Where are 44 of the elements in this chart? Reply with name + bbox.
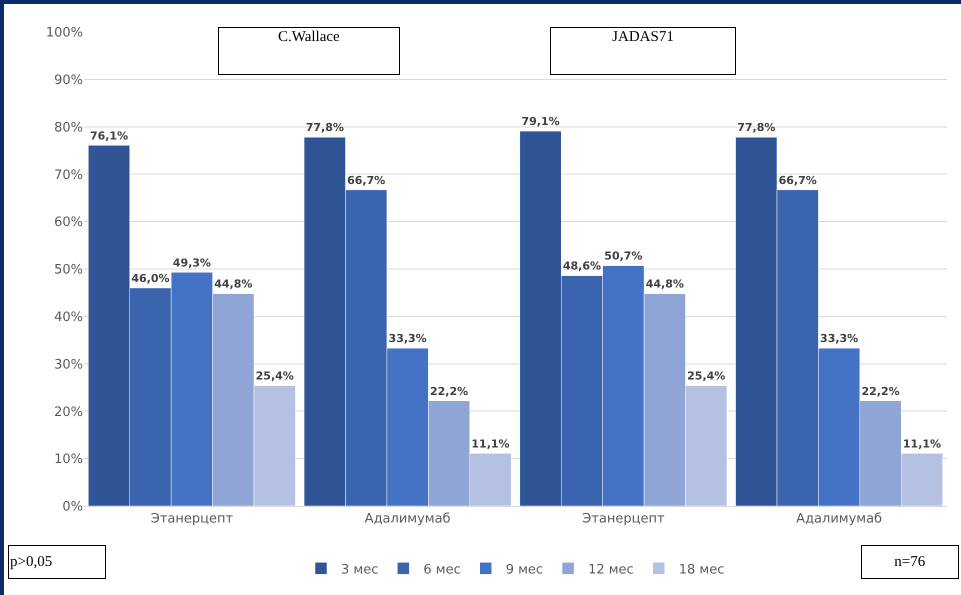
legend-label: 9 мес <box>506 562 544 578</box>
legend-label: 6 мес <box>423 562 461 578</box>
y-tick-label: 90% <box>54 72 83 88</box>
data-label: 44,8% <box>646 278 684 291</box>
data-label: 79,1% <box>521 115 560 128</box>
y-tick-label: 50% <box>54 262 83 278</box>
legend-label: 18 мес <box>678 562 724 578</box>
data-label: 33,3% <box>388 332 427 346</box>
y-tick-label: 70% <box>54 168 83 183</box>
text: n=76 <box>894 554 926 570</box>
data-label: 33,3% <box>820 332 858 346</box>
annotation: C.Wallace <box>278 29 340 45</box>
data-label: 11,1% <box>902 437 942 450</box>
y-tick-label: 60% <box>54 215 83 230</box>
data-label: 46,0% <box>131 272 170 285</box>
annotation: JADAS71 <box>612 29 674 45</box>
y-tick-label: 10% <box>54 452 83 468</box>
data-label: 22,2% <box>861 384 900 398</box>
text: p>0,05 <box>10 554 52 570</box>
data-label: 77,8% <box>306 121 344 134</box>
data-label: 25,4% <box>687 370 726 383</box>
legend-label: 12 мес <box>588 562 634 578</box>
y-tick-label: 30% <box>54 357 83 372</box>
data-label: 66,7% <box>347 174 386 187</box>
data-label: 66,7% <box>778 174 817 187</box>
x-tick-label: Этанерцепт <box>582 512 665 527</box>
data-label: 49,3% <box>172 256 211 270</box>
data-label: 50,7% <box>604 250 642 263</box>
data-label: 48,6% <box>562 260 602 273</box>
y-tick-label: 20% <box>54 404 83 420</box>
y-tick-label: 100% <box>46 26 83 41</box>
data-label: 25,4% <box>256 370 294 383</box>
y-tick-label: 0% <box>62 500 83 515</box>
data-label: 77,8% <box>737 121 776 134</box>
y-tick-label: 40% <box>54 310 83 325</box>
x-tick-label: Этанерцепт <box>150 512 234 527</box>
data-label: 44,8% <box>214 278 252 291</box>
data-label: 76,1% <box>90 129 128 142</box>
y-tick-label: 80% <box>54 120 83 136</box>
x-tick-label: Адалимумаб <box>364 512 451 527</box>
data-label: 22,2% <box>430 384 468 398</box>
data-label: 11,1% <box>471 437 510 450</box>
x-tick-label: Адалимумаб <box>796 512 882 527</box>
legend-label: 3 мес <box>341 562 378 578</box>
